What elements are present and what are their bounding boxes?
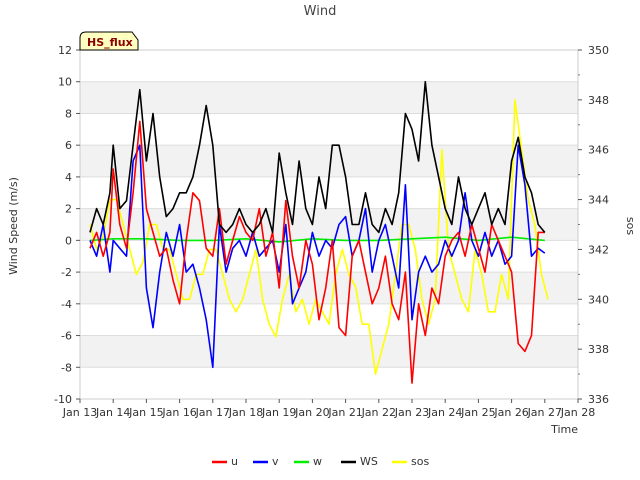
x-tick-label: Jan 26 — [493, 406, 528, 419]
y2-tick-label: 350 — [588, 44, 609, 57]
y-tick-label: 12 — [58, 44, 72, 57]
x-tick-label: Jan 24 — [427, 406, 462, 419]
legend-label-ws: WS — [360, 455, 378, 468]
band — [80, 208, 578, 241]
series-line-u — [89, 120, 545, 384]
series-line-ws — [89, 80, 546, 234]
y-tick-label: 10 — [58, 76, 72, 89]
y-tick-label: -6 — [61, 330, 72, 343]
x-tick-label: Jan 13 — [62, 406, 97, 419]
legend-label-w: w — [313, 455, 322, 468]
y-tick-label: -4 — [61, 298, 72, 311]
y2-tick-label: 338 — [588, 343, 609, 356]
y-tick-label: 6 — [65, 139, 72, 152]
x-tick-label: Jan 25 — [460, 406, 495, 419]
y2-axis-label: sos — [624, 217, 637, 235]
x-tick-label: Jan 14 — [95, 406, 130, 419]
band — [80, 272, 578, 304]
x-tick-label: Jan 16 — [161, 406, 196, 419]
y-axis-label: Wind Speed (m/s) — [7, 177, 20, 275]
y-tick-label: -8 — [61, 361, 72, 374]
series-line-w — [89, 236, 545, 243]
badge-label: HS_flux — [87, 36, 133, 49]
y2-tick-label: 336 — [588, 393, 609, 406]
y2-tick-label: 348 — [588, 94, 609, 107]
x-tick-label: Jan 22 — [361, 406, 396, 419]
x-tick-label: Jan 27 — [527, 406, 562, 419]
x-tick-label: Jan 15 — [128, 406, 163, 419]
y2-tick-label: 340 — [588, 293, 609, 306]
y-tick-label: 4 — [65, 171, 72, 184]
legend-label-u: u — [231, 455, 238, 468]
x-tick-label: Jan 21 — [327, 406, 362, 419]
band — [80, 335, 578, 368]
y-tick-label: -2 — [61, 266, 72, 279]
x-tick-label: Jan 23 — [394, 406, 429, 419]
x-tick-label: Jan 17 — [195, 406, 230, 419]
x-tick-label: Jan 19 — [261, 406, 296, 419]
x-tick-label: Jan 28 — [560, 406, 595, 419]
legend-label-v: v — [272, 455, 279, 468]
band — [80, 81, 578, 114]
y-tick-label: 2 — [65, 203, 72, 216]
y2-tick-label: 346 — [588, 144, 609, 157]
y-tick-label: 8 — [65, 107, 72, 120]
y-axis-left: -10 -8 -6 -4 -2 0 2 4 6 8 10 12 — [54, 44, 80, 406]
y-tick-label: 0 — [65, 234, 72, 247]
x-tick-label: Jan 20 — [294, 406, 329, 419]
legend: u v w WS sos — [212, 455, 429, 468]
legend-label-sos: sos — [411, 455, 429, 468]
background-bands — [80, 81, 578, 368]
y-axis-right: 336 338 340 342 344 346 348 350 — [578, 44, 609, 406]
x-axis-label: Time — [550, 423, 578, 436]
y2-tick-label: 342 — [588, 243, 609, 256]
dataset-badge: HS_flux — [79, 31, 139, 51]
y2-tick-label: 344 — [588, 194, 609, 207]
series-layer — [89, 80, 549, 384]
chart-title: Wind — [304, 4, 337, 19]
y-tick-label: -10 — [54, 393, 72, 406]
x-tick-label: Jan 18 — [228, 406, 263, 419]
